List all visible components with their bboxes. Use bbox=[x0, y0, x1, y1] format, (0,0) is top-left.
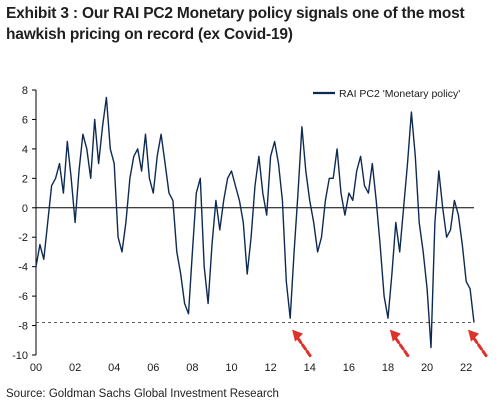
x-tick-label: 08 bbox=[186, 362, 198, 374]
x-tick-label: 12 bbox=[265, 362, 277, 374]
arrow-shaft bbox=[296, 336, 310, 356]
x-tick-label: 20 bbox=[421, 362, 433, 374]
y-tick-label: -6 bbox=[18, 291, 28, 303]
y-tick-label: 0 bbox=[22, 203, 28, 215]
y-tick-label: 4 bbox=[22, 144, 28, 156]
x-tick-label: 10 bbox=[225, 362, 237, 374]
x-tick-label: 18 bbox=[382, 362, 394, 374]
y-tick-label: 8 bbox=[22, 85, 28, 97]
y-tick-label: -2 bbox=[18, 232, 28, 244]
x-tick-label: 14 bbox=[304, 362, 316, 374]
y-tick-label: -4 bbox=[18, 262, 28, 274]
arrow-shaft bbox=[394, 336, 408, 356]
y-tick-label: -10 bbox=[12, 350, 28, 362]
x-tick-label: 04 bbox=[108, 362, 120, 374]
y-tick-label: -8 bbox=[18, 321, 28, 333]
x-tick-label: 02 bbox=[69, 362, 81, 374]
series-line bbox=[36, 97, 474, 347]
x-tick-label: 00 bbox=[30, 362, 42, 374]
y-tick-label: 2 bbox=[22, 173, 28, 185]
x-tick-label: 06 bbox=[147, 362, 159, 374]
legend-label: RAI PC2 'Monetary policy' bbox=[339, 88, 460, 100]
arrow-shaft bbox=[472, 336, 486, 356]
x-tick-label: 22 bbox=[460, 362, 472, 374]
chart-legend: RAI PC2 'Monetary policy' bbox=[313, 88, 460, 100]
y-tick-label: 6 bbox=[22, 114, 28, 126]
source-note: Source: Goldman Sachs Global Investment … bbox=[6, 388, 279, 400]
x-tick-label: 16 bbox=[343, 362, 355, 374]
